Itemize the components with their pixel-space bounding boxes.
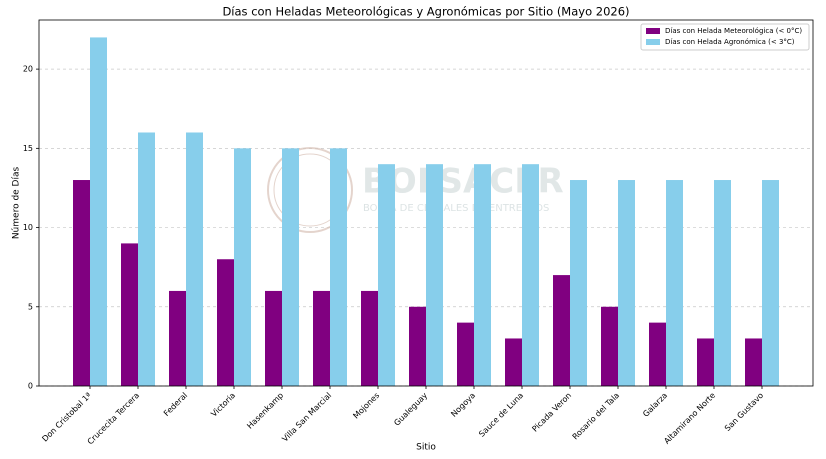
legend-swatch	[646, 39, 660, 45]
bar	[714, 180, 731, 386]
x-tick-label: Villa San Marcial	[280, 391, 333, 444]
x-tick-label: Victoria	[209, 391, 237, 419]
bar	[282, 148, 299, 386]
watermark: BOLSACER BOLSA DE CEREALES DE ENTRE RIOS	[267, 147, 564, 233]
x-tick-label: Don Cristobal 1ª	[40, 391, 93, 444]
watermark-logo	[267, 147, 353, 233]
x-tick-label: Federal	[162, 391, 189, 418]
x-tick-label: Gualeguay	[392, 391, 429, 428]
legend-label: Días con Helada Meteorológica (< 0°C)	[665, 27, 802, 35]
y-tick-label: 0	[28, 382, 33, 391]
bar	[138, 132, 155, 386]
x-tick-label: Altamirano Norte	[662, 391, 717, 446]
plot-frame	[38, 19, 814, 387]
legend: Días con Helada Meteorológica (< 0°C) Día…	[640, 23, 810, 51]
bar	[378, 164, 395, 386]
bar	[330, 148, 347, 386]
bar	[618, 180, 635, 386]
bar	[666, 180, 683, 386]
bar	[186, 132, 203, 386]
bar	[90, 37, 107, 387]
x-tick-label: Picada Veron	[530, 391, 573, 434]
bar	[474, 164, 491, 386]
y-tick-label: 10	[23, 223, 33, 232]
bar	[409, 306, 426, 386]
chart-title: Días con Heladas Meteorológicas y Agronó…	[222, 5, 629, 19]
y-tick-label: 15	[23, 144, 33, 153]
bar	[73, 180, 90, 386]
x-axis-label: Sitio	[416, 443, 436, 453]
x-tick-label: Hasenkamp	[245, 391, 285, 431]
legend-box	[640, 23, 810, 51]
bar	[234, 148, 251, 386]
bar	[313, 290, 330, 386]
x-tick-label: San Gustavo	[723, 391, 765, 433]
bar	[570, 180, 587, 386]
x-tick-label: Galarza	[641, 391, 669, 419]
legend-swatch	[646, 28, 660, 34]
bar	[522, 164, 539, 386]
y-axis-label: Número de Días	[12, 167, 22, 240]
bar	[457, 322, 474, 386]
bar	[553, 275, 570, 386]
x-tick-label: Crucecita Tercera	[86, 391, 142, 447]
watermark-subtext: BOLSA DE CEREALES DE ENTRE RIOS	[363, 203, 549, 214]
bar	[601, 306, 618, 386]
bar	[745, 338, 762, 386]
bar	[217, 259, 234, 386]
y-tick-label: 20	[23, 65, 33, 74]
legend-label: Días con Helada Agronómica (< 3°C)	[665, 38, 795, 46]
bar	[426, 164, 443, 386]
x-tick-label: Nogoya	[449, 391, 477, 419]
bar	[649, 322, 666, 386]
y-tick-label: 5	[28, 302, 33, 311]
bar	[361, 290, 378, 386]
x-tick-label: Sauce de Luna	[477, 391, 525, 439]
bar	[762, 180, 779, 386]
bar	[121, 243, 138, 386]
bar	[169, 290, 186, 386]
x-tick-label: Mojones	[351, 391, 381, 421]
x-tick-label: Rosario del Tala	[571, 391, 622, 442]
bar	[265, 290, 282, 386]
bar	[697, 338, 714, 386]
bar	[505, 338, 522, 386]
